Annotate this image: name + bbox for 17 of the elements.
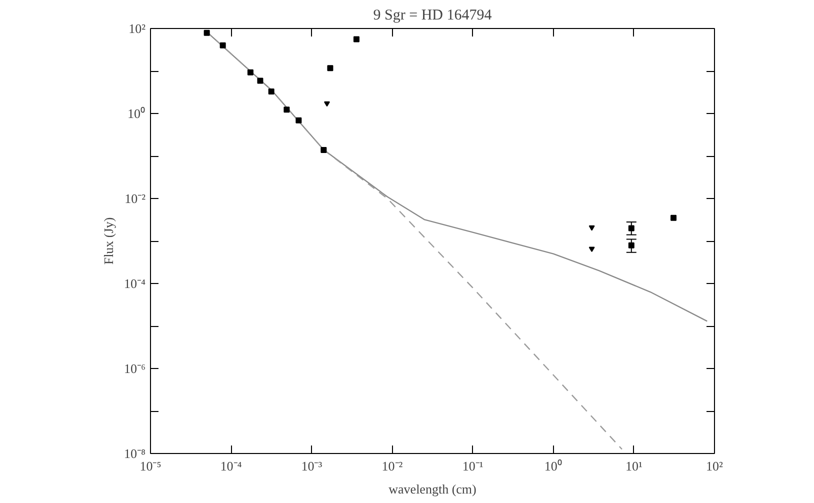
x-axis-title: wavelength (cm) xyxy=(388,482,476,496)
y-tick-label: 10⁻⁶ xyxy=(124,361,146,376)
y-tick-label: 10⁻⁸ xyxy=(124,446,146,461)
y-axis-title: Flux (Jy) xyxy=(100,217,116,265)
x-tick-label: 10⁻⁴ xyxy=(220,458,242,474)
y-tick-label: 10⁻² xyxy=(124,191,146,206)
x-tick-label: 10⁻⁵ xyxy=(140,458,162,474)
x-tick-label: 10⁻³ xyxy=(301,458,322,474)
chart-title: 9 Sgr = HD 164794 xyxy=(373,8,492,24)
x-tick-label: 10⁰ xyxy=(544,458,562,474)
x-tick-label: 10¹ xyxy=(625,458,642,474)
x-tick-label: 10⁻¹ xyxy=(462,458,484,474)
x-tick-label: 10⁻² xyxy=(382,458,403,474)
y-tick-label: 10⁰ xyxy=(128,106,146,121)
x-tick-label: 10² xyxy=(706,458,724,474)
y-tick-label: 10⁻⁴ xyxy=(124,276,146,291)
y-tick-label: 10² xyxy=(128,21,146,36)
